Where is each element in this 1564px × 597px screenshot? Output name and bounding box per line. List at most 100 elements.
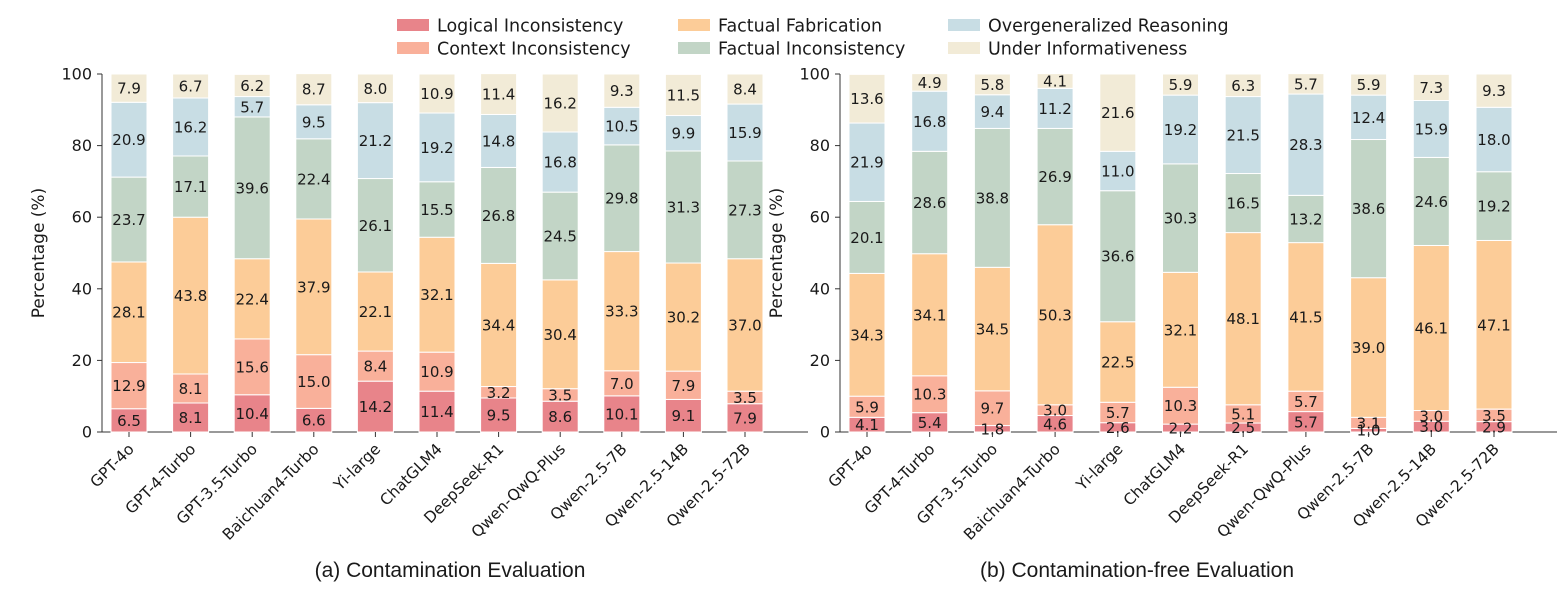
bar-segment <box>110 101 148 178</box>
bar-segment <box>1036 87 1074 129</box>
bar-segment <box>1350 73 1388 96</box>
data-label: 38.8 <box>976 189 1009 207</box>
data-label: 8.4 <box>363 358 387 376</box>
data-label: 26.1 <box>359 217 392 235</box>
bar-segment <box>664 73 702 117</box>
bar-segment <box>973 73 1011 96</box>
data-label: 12.9 <box>112 377 145 395</box>
data-label: 11.2 <box>1038 100 1071 118</box>
bar-segment <box>541 73 579 133</box>
bar-segment <box>664 150 702 264</box>
legend-item: Under Informativeness <box>948 40 1187 60</box>
data-label: 21.9 <box>850 154 883 172</box>
bar-segment <box>1224 232 1262 406</box>
data-label: 4.1 <box>1043 72 1067 90</box>
data-label: 7.9 <box>117 80 141 98</box>
data-label: 8.1 <box>179 409 203 427</box>
data-label: 14.8 <box>482 132 515 150</box>
data-label: 6.3 <box>1231 77 1255 95</box>
data-label: 5.1 <box>1231 405 1255 423</box>
data-label: 4.9 <box>918 74 942 92</box>
bar-segment <box>1162 386 1199 425</box>
bar-segment <box>1162 94 1199 165</box>
bar-segment <box>726 73 764 105</box>
bar-segment <box>233 73 271 98</box>
bar-segment <box>172 97 210 157</box>
data-label: 11.5 <box>667 86 700 104</box>
data-label: 34.5 <box>976 321 1009 339</box>
bar-segment <box>1162 73 1199 96</box>
data-label: 9.7 <box>980 400 1004 418</box>
data-label: 10.1 <box>605 405 638 423</box>
y-axis-label: Percentage (%) <box>29 188 49 318</box>
data-label: 8.1 <box>179 380 203 398</box>
data-label: 22.4 <box>235 290 268 308</box>
bar-segment <box>541 279 579 390</box>
data-label: 32.1 <box>420 286 453 304</box>
bar-segment <box>418 236 456 353</box>
bar-segment <box>233 116 271 260</box>
chart-title: (a) Contamination Evaluation <box>315 559 586 582</box>
data-label: 13.6 <box>850 90 883 108</box>
data-label: 47.1 <box>1477 316 1510 334</box>
data-label: 1.0 <box>1357 422 1381 440</box>
bar-segment <box>480 113 518 168</box>
legend-swatch <box>678 19 710 31</box>
y-tick-label: 80 <box>72 136 92 155</box>
bar-segment <box>911 90 949 152</box>
data-label: 9.5 <box>302 113 326 131</box>
data-label: 50.3 <box>1038 306 1071 324</box>
bar-segment <box>356 350 394 382</box>
bar-segment <box>233 394 271 433</box>
data-label: 6.2 <box>240 77 264 95</box>
bar-segment <box>911 253 949 377</box>
data-label: 17.1 <box>174 178 207 196</box>
bar-segment <box>233 258 271 340</box>
data-label: 36.6 <box>1101 248 1134 266</box>
panel-contamination: 0 20 40 60 80 100 Percentage (%) 6.5 12.9 28.1 23.… <box>29 65 808 582</box>
data-label: 3.1 <box>1357 414 1381 432</box>
bar-segment <box>356 102 394 180</box>
data-label: 7.3 <box>1419 79 1443 97</box>
data-label: 7.9 <box>671 377 695 395</box>
data-label: 3.0 <box>1419 407 1443 425</box>
y-tick-label: 0 <box>820 423 830 442</box>
data-label: 2.2 <box>1169 420 1193 438</box>
bar-segment <box>1287 93 1325 196</box>
data-label: 10.4 <box>235 405 268 423</box>
data-label: 37.0 <box>728 316 761 334</box>
bar-segment <box>664 370 702 400</box>
bar-segment <box>110 362 148 410</box>
bar-segment <box>911 150 949 255</box>
bar-segment <box>541 191 579 281</box>
data-label: 13.2 <box>1289 210 1322 228</box>
data-label: 26.8 <box>482 207 515 225</box>
bar-segment <box>480 166 518 264</box>
x-tick-label: Yi-large <box>330 440 385 495</box>
data-label: 46.1 <box>1415 320 1448 338</box>
data-label: 20.1 <box>850 229 883 247</box>
bar-segment <box>110 176 148 263</box>
bar-segment <box>973 127 1011 268</box>
data-label: 5.7 <box>1294 393 1318 411</box>
bar-segment <box>110 261 148 364</box>
data-label: 16.2 <box>543 94 576 112</box>
bar-segment <box>541 400 579 433</box>
data-label: 11.4 <box>482 86 515 104</box>
data-label: 23.7 <box>112 211 145 229</box>
data-label: 6.7 <box>179 77 203 95</box>
data-label: 3.5 <box>733 389 757 407</box>
bar-segment <box>172 216 210 375</box>
data-label: 5.9 <box>1357 76 1381 94</box>
data-label: 5.8 <box>980 76 1004 94</box>
legend-label: Factual Fabrication <box>718 17 882 37</box>
data-label: 3.2 <box>487 384 511 402</box>
bar-segment <box>603 370 641 397</box>
data-label: 48.1 <box>1226 310 1259 328</box>
bar-segment <box>1287 242 1325 392</box>
y-tick-label: 40 <box>810 279 830 298</box>
data-label: 10.9 <box>420 363 453 381</box>
data-label: 14.2 <box>359 398 392 416</box>
data-label: 9.1 <box>671 407 695 425</box>
